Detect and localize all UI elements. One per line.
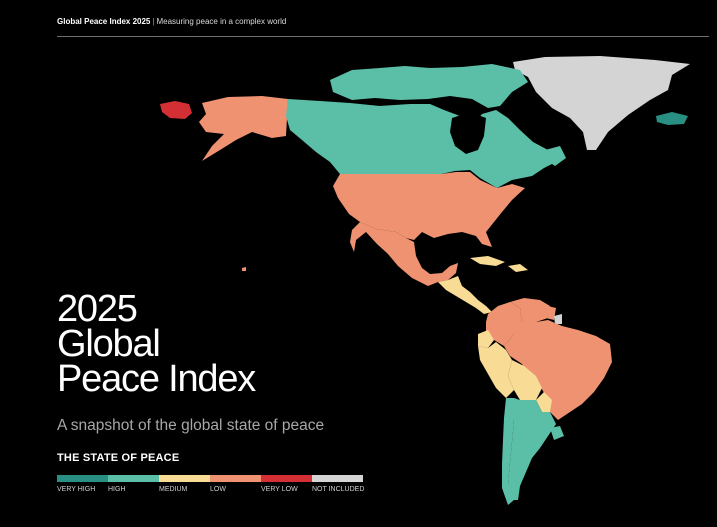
legend-title: THE STATE OF PEACE [57, 452, 180, 464]
legend-label-very-low: VERY LOW [261, 486, 298, 493]
region-ecuador [478, 330, 494, 348]
cover-title-peace-index: Peace Index [57, 358, 256, 400]
legend-label-not-included: NOT INCLUDED [312, 486, 365, 493]
legend-label-high: HIGH [108, 486, 126, 493]
region-bolivia [508, 360, 542, 400]
legend-swatch-high [108, 475, 159, 482]
legend-swatch-low [210, 475, 261, 482]
report-subtitle: Measuring peace in a complex world [156, 17, 287, 26]
region-newfoundland [545, 146, 566, 166]
cover-tagline: A snapshot of the global state of peace [57, 417, 325, 434]
region-hispaniola [508, 264, 528, 272]
region-iceland [656, 112, 688, 125]
region-canada [286, 99, 556, 188]
region-uruguay [550, 426, 564, 440]
legend-swatch-very-low [261, 475, 312, 482]
cover-title: 2025 Global Peace Index [57, 288, 256, 400]
region-cuba [470, 256, 505, 266]
region-colombia [486, 302, 522, 346]
region-peru [478, 342, 514, 398]
header-separator: | [152, 17, 155, 26]
legend-swatch-not-included [312, 475, 363, 482]
cover-title-year: 2025 [57, 288, 138, 330]
region-brazil [504, 320, 612, 420]
legend-swatch-medium [159, 475, 210, 482]
region-paraguay [536, 392, 552, 412]
cover-title-global: Global [57, 323, 161, 365]
legend-label-very-high: VERY HIGH [57, 486, 96, 493]
legend-label-low: LOW [210, 486, 226, 493]
legend-color-bar [57, 475, 363, 482]
region-argentina [508, 398, 556, 500]
region-french-guiana [554, 314, 562, 324]
header-divider [57, 36, 709, 37]
region-central-america [438, 276, 492, 314]
region-usa [333, 172, 525, 247]
region-chile [502, 398, 514, 505]
region-alaska [199, 96, 288, 161]
region-venezuela [510, 298, 550, 322]
region-russia-far-east [160, 101, 192, 119]
legend-label-medium: MEDIUM [159, 486, 188, 493]
legend-swatch-very-high [57, 475, 108, 482]
region-mexico [350, 222, 458, 286]
hudson-bay [450, 112, 486, 154]
report-title: Global Peace Index 2025 [57, 17, 151, 26]
region-guianas [546, 306, 556, 320]
region-canada-arctic-islands [330, 64, 528, 108]
region-greenland [513, 56, 690, 150]
report-header: Global Peace Index 2025 | Measuring peace … [57, 17, 286, 26]
gulf-of-mexico [418, 236, 472, 266]
region-hawaii [242, 267, 246, 271]
